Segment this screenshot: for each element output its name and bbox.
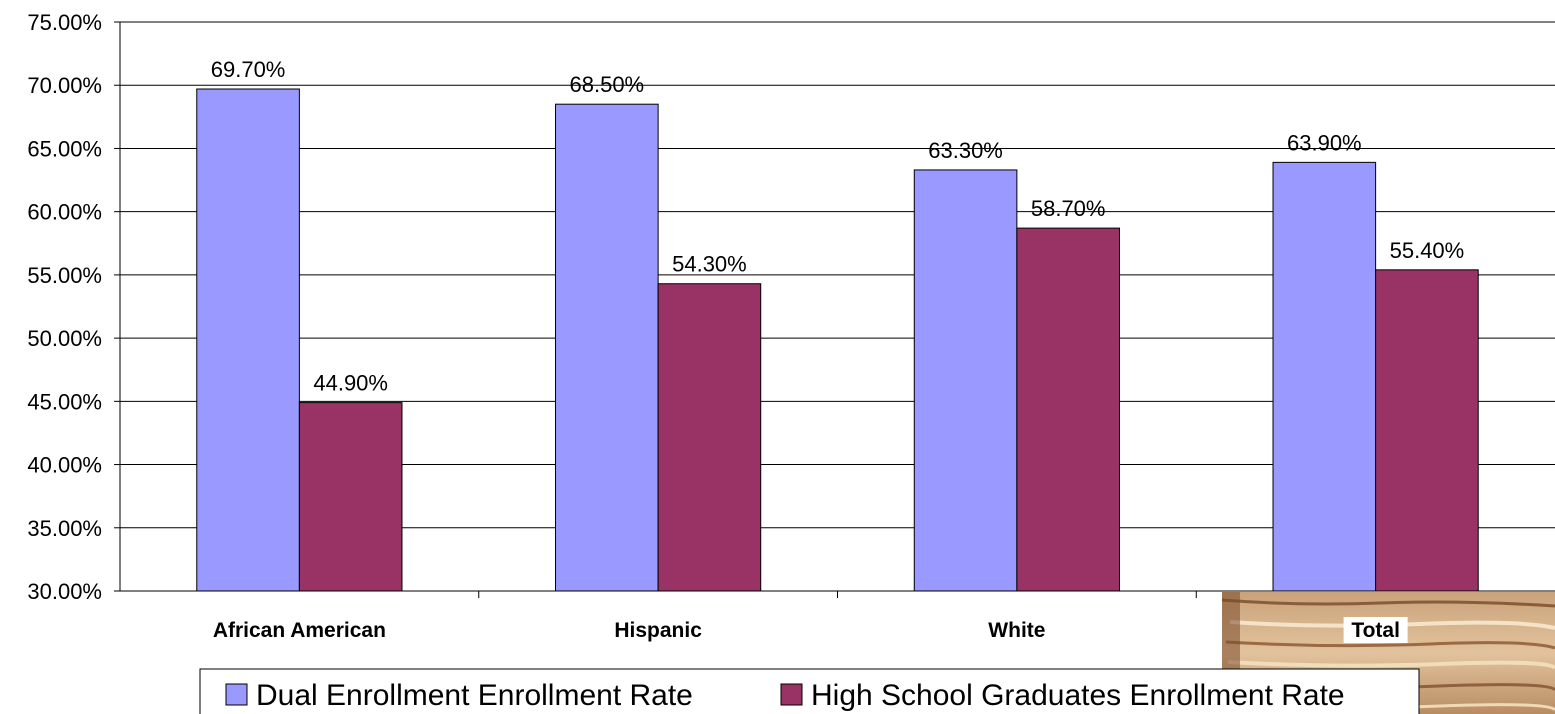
y-tick-label: 30.00% <box>27 579 102 604</box>
data-label-high-school-graduates-enrollment-rate-white: 58.70% <box>1031 196 1106 221</box>
data-label-dual-enrollment-enrollment-rate-african-american: 69.70% <box>211 57 286 82</box>
data-label-high-school-graduates-enrollment-rate-hispanic: 54.30% <box>672 252 747 277</box>
bar-high-school-graduates-enrollment-rate-african-american <box>298 402 403 592</box>
legend-label-high-school-graduates: High School Graduates Enrollment Rate <box>811 679 1345 712</box>
data-label-dual-enrollment-enrollment-rate-hispanic: 68.50% <box>570 72 645 97</box>
category-label-total: Total <box>1351 619 1400 642</box>
category-label-background <box>1343 617 1408 643</box>
y-tick-label: 60.00% <box>27 200 102 225</box>
labels: 30.00% 35.00% 40.00% 45.00% 50.00% 55.00% 60.0… <box>27 10 1464 643</box>
y-tick-label: 75.00% <box>27 10 102 35</box>
legend-box <box>199 668 1420 714</box>
y-tick-label: 50.00% <box>27 326 102 351</box>
legend-label-dual-enrollment: Dual Enrollment Enrollment Rate <box>256 679 693 712</box>
category-label-african-american: African American <box>213 619 386 642</box>
bar-dual-enrollment-enrollment-rate-total <box>1272 161 1377 592</box>
legend-swatch-dual-enrollment <box>225 683 248 706</box>
axes <box>114 21 1555 598</box>
y-tick-label: 45.00% <box>27 389 102 414</box>
bar-high-school-graduates-enrollment-rate-hispanic <box>657 283 762 592</box>
legend: Dual Enrollment Enrollment Rate High Sch… <box>199 668 1420 714</box>
legend-swatch-high-school-graduates <box>780 683 803 706</box>
data-label-dual-enrollment-enrollment-rate-white: 63.30% <box>928 138 1003 163</box>
y-tick-label: 55.00% <box>27 263 102 288</box>
y-tick-label: 40.00% <box>27 453 102 478</box>
bar-high-school-graduates-enrollment-rate-white <box>1016 227 1120 592</box>
data-label-high-school-graduates-enrollment-rate-total: 55.40% <box>1390 238 1465 263</box>
bar-dual-enrollment-enrollment-rate-white <box>913 169 1018 592</box>
bars <box>196 88 1479 592</box>
y-tick-label: 65.00% <box>27 136 102 161</box>
y-tick-label: 70.00% <box>27 73 102 98</box>
category-label-white: White <box>988 619 1045 642</box>
bar-high-school-graduates-enrollment-rate-total <box>1375 269 1479 592</box>
category-label-hispanic: Hispanic <box>614 619 702 642</box>
bar-dual-enrollment-enrollment-rate-hispanic <box>555 103 659 592</box>
data-label-high-school-graduates-enrollment-rate-african-american: 44.90% <box>313 371 388 396</box>
data-label-dual-enrollment-enrollment-rate-total: 63.90% <box>1287 130 1362 155</box>
y-tick-label: 35.00% <box>27 516 102 541</box>
bar-dual-enrollment-enrollment-rate-african-american <box>196 88 300 592</box>
